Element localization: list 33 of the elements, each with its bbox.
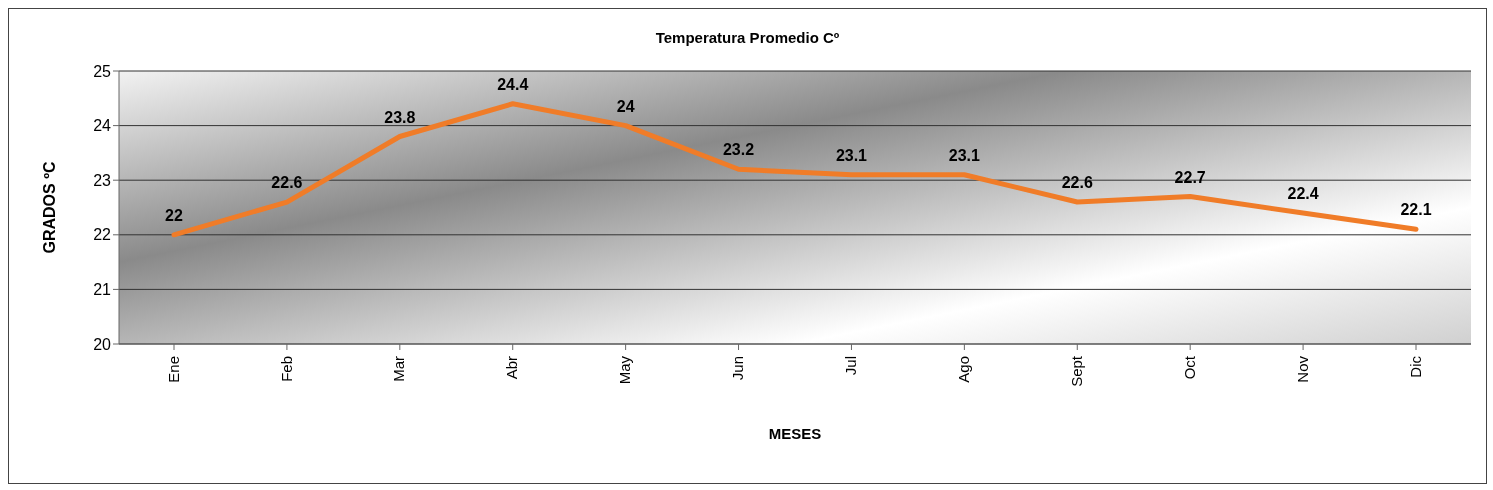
x-tick-label: Dic — [1406, 355, 1424, 378]
data-label: 24.4 — [497, 75, 529, 93]
chart-title: Temperatura Promedio Cº — [654, 29, 841, 46]
data-label: 22.6 — [1061, 174, 1093, 192]
x-tick-label: Ene — [164, 356, 182, 383]
x-tick-label: Abr — [503, 356, 521, 380]
data-label: 23.1 — [835, 146, 868, 164]
x-tick-label: Jul — [842, 356, 860, 376]
y-tick-label: 23 — [93, 171, 112, 189]
y-tick-label: 22 — [93, 226, 112, 244]
y-tick-label: 25 — [93, 62, 112, 80]
x-tick-label: Mar — [390, 356, 408, 382]
data-label: 22.4 — [1287, 184, 1319, 202]
data-label: 22 — [165, 206, 183, 224]
x-tick-label: May — [616, 355, 634, 385]
data-label: 22.6 — [271, 174, 303, 192]
x-tick-label: Nov — [1293, 355, 1311, 383]
data-label: 22.1 — [1400, 201, 1432, 219]
x-tick-label: Jun — [729, 356, 747, 381]
data-label: 23.1 — [948, 146, 981, 164]
y-tick-label: 20 — [93, 335, 112, 353]
x-tick-label: Feb — [277, 356, 295, 382]
data-label: 23.8 — [384, 108, 416, 126]
x-tick-label: Sept — [1067, 355, 1085, 387]
y-axis-title: GRADOS ºC — [40, 161, 58, 254]
y-tick-label: 21 — [93, 281, 112, 299]
x-tick-label: Oct — [1180, 355, 1198, 380]
y-tick-label: 24 — [93, 117, 112, 135]
x-axis-title: MESES — [768, 425, 822, 442]
data-label: 24 — [616, 97, 635, 115]
data-label: 22.7 — [1174, 168, 1206, 186]
x-tick-label: Ago — [955, 356, 973, 383]
data-label: 23.2 — [722, 141, 755, 159]
